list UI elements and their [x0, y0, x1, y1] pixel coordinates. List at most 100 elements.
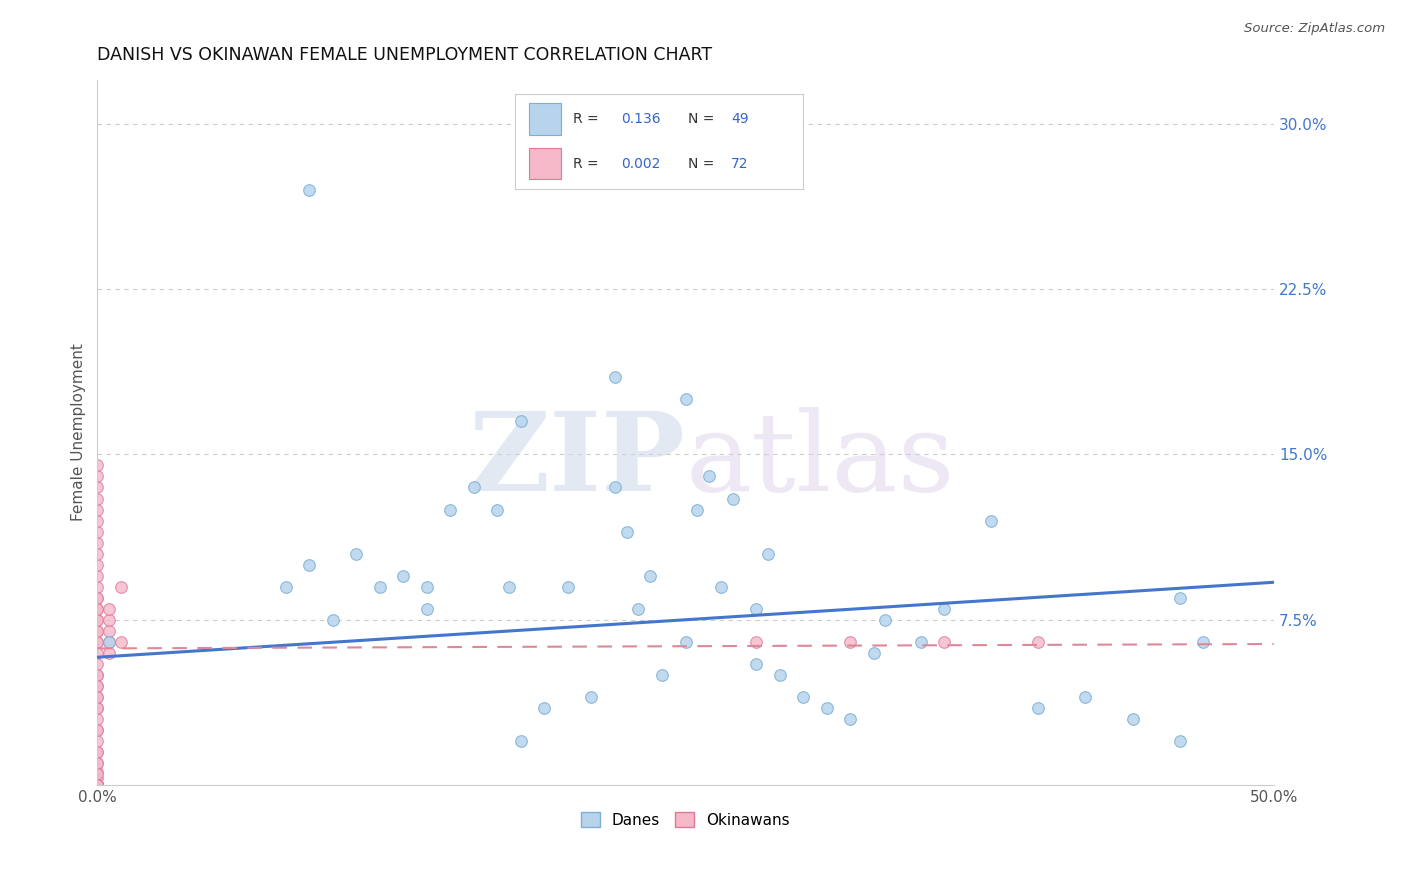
Okinawans — [86, 701, 108, 715]
Danes — [603, 370, 626, 384]
Okinawans — [98, 646, 121, 660]
Danes — [298, 183, 321, 197]
Okinawans — [86, 458, 108, 473]
Danes — [1192, 635, 1215, 649]
Okinawans — [86, 778, 108, 792]
Okinawans — [86, 646, 108, 660]
Okinawans — [86, 778, 108, 792]
Okinawans — [86, 701, 108, 715]
Danes — [1168, 591, 1191, 605]
Okinawans — [86, 558, 108, 572]
Danes — [675, 635, 697, 649]
Okinawans — [86, 767, 108, 781]
Okinawans — [86, 778, 108, 792]
Danes — [756, 547, 779, 561]
Danes — [1121, 712, 1143, 726]
Okinawans — [86, 613, 108, 627]
Danes — [298, 558, 321, 572]
Okinawans — [86, 745, 108, 759]
Okinawans — [86, 778, 108, 792]
Okinawans — [86, 756, 108, 770]
Okinawans — [745, 635, 768, 649]
Okinawans — [86, 778, 108, 792]
Danes — [697, 469, 720, 483]
Okinawans — [86, 568, 108, 582]
Danes — [686, 502, 709, 516]
Danes — [1074, 690, 1097, 704]
Okinawans — [86, 524, 108, 539]
Okinawans — [934, 635, 956, 649]
Danes — [616, 524, 638, 539]
Okinawans — [86, 734, 108, 748]
Okinawans — [86, 723, 108, 737]
Okinawans — [86, 679, 108, 693]
Danes — [581, 690, 603, 704]
Okinawans — [98, 613, 121, 627]
Danes — [651, 668, 673, 682]
Okinawans — [86, 778, 108, 792]
Okinawans — [98, 624, 121, 638]
Danes — [416, 580, 439, 594]
Okinawans — [86, 778, 108, 792]
Danes — [98, 635, 121, 649]
Legend: Danes, Okinawans: Danes, Okinawans — [575, 805, 796, 834]
Danes — [862, 646, 884, 660]
Okinawans — [110, 635, 132, 649]
Okinawans — [86, 469, 108, 483]
Danes — [1168, 734, 1191, 748]
Danes — [274, 580, 297, 594]
Danes — [509, 414, 531, 428]
Okinawans — [86, 778, 108, 792]
Danes — [486, 502, 509, 516]
Okinawans — [86, 657, 108, 671]
Text: DANISH VS OKINAWAN FEMALE UNEMPLOYMENT CORRELATION CHART: DANISH VS OKINAWAN FEMALE UNEMPLOYMENT C… — [97, 46, 713, 64]
Text: Source: ZipAtlas.com: Source: ZipAtlas.com — [1244, 22, 1385, 36]
Danes — [1028, 701, 1050, 715]
Danes — [509, 734, 531, 748]
Okinawans — [86, 764, 108, 779]
Text: atlas: atlas — [686, 407, 955, 514]
Okinawans — [86, 712, 108, 726]
Okinawans — [1028, 635, 1050, 649]
Okinawans — [86, 778, 108, 792]
Danes — [675, 392, 697, 407]
Danes — [392, 568, 415, 582]
Okinawans — [98, 601, 121, 615]
Okinawans — [86, 635, 108, 649]
Danes — [710, 580, 733, 594]
Okinawans — [86, 668, 108, 682]
Danes — [721, 491, 744, 506]
Okinawans — [86, 668, 108, 682]
Okinawans — [86, 690, 108, 704]
Okinawans — [86, 502, 108, 516]
Okinawans — [86, 745, 108, 759]
Danes — [627, 601, 650, 615]
Okinawans — [86, 723, 108, 737]
Danes — [910, 635, 932, 649]
Danes — [875, 613, 897, 627]
Okinawans — [86, 591, 108, 605]
Okinawans — [86, 778, 108, 792]
Okinawans — [86, 772, 108, 786]
Okinawans — [86, 690, 108, 704]
Okinawans — [86, 601, 108, 615]
Okinawans — [86, 591, 108, 605]
Okinawans — [86, 601, 108, 615]
Okinawans — [86, 491, 108, 506]
Okinawans — [110, 580, 132, 594]
Okinawans — [86, 778, 108, 792]
Okinawans — [86, 756, 108, 770]
Danes — [745, 657, 768, 671]
Danes — [815, 701, 838, 715]
Okinawans — [86, 679, 108, 693]
Okinawans — [86, 624, 108, 638]
Okinawans — [86, 778, 108, 792]
Text: ZIP: ZIP — [468, 407, 686, 514]
Danes — [557, 580, 579, 594]
Okinawans — [86, 778, 108, 792]
Okinawans — [839, 635, 862, 649]
Danes — [934, 601, 956, 615]
Danes — [368, 580, 391, 594]
Okinawans — [86, 514, 108, 528]
Danes — [344, 547, 367, 561]
